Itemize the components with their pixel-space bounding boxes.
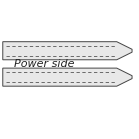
Text: Power side: Power side [14,59,74,69]
Polygon shape [3,42,132,60]
Polygon shape [3,68,132,86]
